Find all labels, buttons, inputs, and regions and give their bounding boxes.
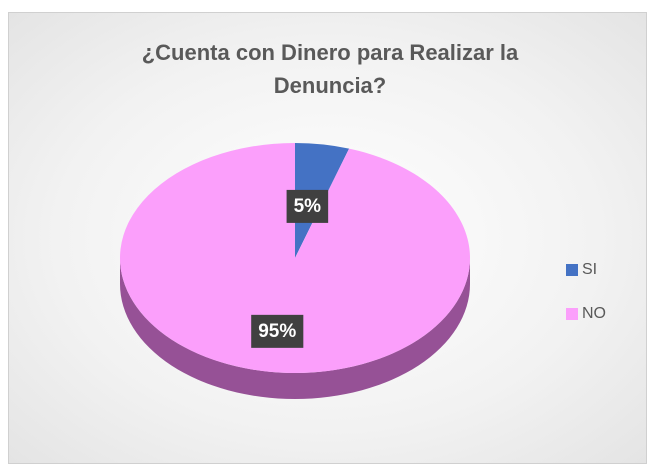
- data-label-box: [286, 189, 329, 223]
- data-label: 95%: [251, 314, 304, 348]
- data-label-text: 5%: [294, 196, 322, 217]
- data-label: 5%: [286, 189, 329, 223]
- legend-label: NO: [582, 305, 606, 322]
- legend-label: SI: [582, 261, 597, 278]
- slice-side: [120, 258, 470, 399]
- legend-swatch: [566, 264, 578, 276]
- legend-swatch: [566, 308, 578, 320]
- data-label-text: 95%: [258, 321, 296, 342]
- data-label-box: [251, 314, 304, 348]
- slice: [120, 143, 471, 373]
- chart-title: ¿Cuenta con Dinero para Realizar la Denu…: [141, 40, 519, 98]
